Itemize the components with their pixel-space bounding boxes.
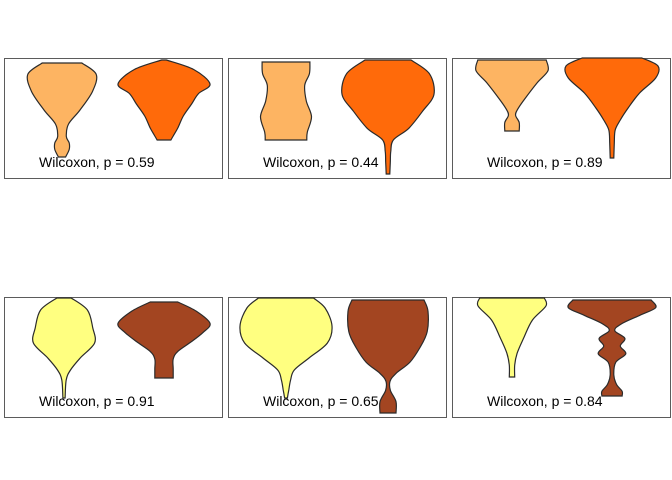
- violin-group-2: [117, 59, 211, 141]
- violin-group-2: [117, 301, 211, 379]
- violin-group-1: [259, 61, 313, 141]
- violin-group-1: [26, 62, 98, 158]
- violin-group-2: [567, 299, 657, 397]
- violin-panel: Wilcoxon, p = 0.91: [4, 297, 223, 418]
- violin-panel: Wilcoxon, p = 0.89: [452, 57, 671, 179]
- violin-group-2: [341, 59, 435, 175]
- wilcoxon-annotation: Wilcoxon, p = 0.91: [39, 393, 155, 409]
- wilcoxon-annotation: Wilcoxon, p = 0.84: [487, 393, 603, 409]
- wilcoxon-annotation: Wilcoxon, p = 0.44: [263, 154, 379, 170]
- violin-group-1: [32, 297, 96, 399]
- wilcoxon-annotation: Wilcoxon, p = 0.65: [263, 393, 379, 409]
- violin-panel: Wilcoxon, p = 0.65: [228, 297, 447, 418]
- violin-group-1: [476, 297, 548, 378]
- violin-group-1: [475, 59, 549, 132]
- violin-panel: Wilcoxon, p = 0.59: [4, 58, 223, 179]
- violin-group-2: [347, 299, 429, 414]
- violin-panel: Wilcoxon, p = 0.44: [228, 58, 447, 179]
- violin-group-2: [564, 57, 660, 159]
- violin-group-1: [239, 297, 333, 399]
- wilcoxon-annotation: Wilcoxon, p = 0.89: [487, 154, 603, 170]
- wilcoxon-annotation: Wilcoxon, p = 0.59: [39, 154, 155, 170]
- violin-panel: Wilcoxon, p = 0.84: [452, 297, 671, 418]
